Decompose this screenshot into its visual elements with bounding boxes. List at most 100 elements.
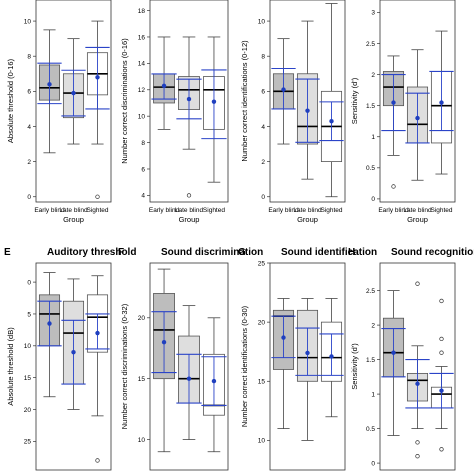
x-axis-label: Group <box>179 215 200 224</box>
mean-point <box>211 99 217 104</box>
panel-letter: F <box>118 247 124 258</box>
mean-point <box>415 115 420 121</box>
mean-point <box>161 83 167 89</box>
box-group <box>381 290 406 436</box>
box-group <box>176 36 202 198</box>
plot-frame <box>35 0 112 203</box>
box-group <box>37 29 62 154</box>
y-tick-label: 0 <box>371 196 375 203</box>
box-group <box>319 3 344 198</box>
outlier-point <box>95 194 100 199</box>
box-group <box>85 275 110 463</box>
x-tick-label: Early blind <box>378 207 409 214</box>
plot-frame <box>379 262 456 471</box>
y-tick-label: 4 <box>261 124 265 131</box>
y-tick-label: 10 <box>258 438 266 445</box>
y-tick-label: 0.5 <box>366 426 375 433</box>
mean-point <box>305 350 310 356</box>
panel-e: 0 5 10 15 20 25 Absolute threshold (dB) Auditor… <box>6 247 136 471</box>
box-group <box>151 268 177 453</box>
y-tick-label: 8 <box>27 54 31 61</box>
y-tick-label: 10 <box>24 18 32 25</box>
y-tick-label: 2 <box>261 159 265 166</box>
y-tick-label: 2 <box>371 322 375 329</box>
mean-point <box>329 354 334 359</box>
plot-frame <box>35 262 112 471</box>
y-tick-label: 15 <box>138 376 146 383</box>
panel-b: 4 6 8 10 12 14 16 18 Number correct discriminati… <box>120 0 229 224</box>
y-tick-label: 1.5 <box>366 357 375 364</box>
y-axis-label: Absolute threshold (0-16) <box>6 58 15 143</box>
y-tick-label: 2.5 <box>366 288 375 295</box>
panel-f: 10 15 20 Number correct discriminations (0-… <box>120 247 263 471</box>
y-tick-label: 10 <box>258 18 266 25</box>
x-tick-label: Early blind <box>268 207 299 214</box>
y-tick-label: 0 <box>261 194 265 201</box>
x-axis-label: Group <box>407 215 428 224</box>
y-axis-label: Sensitivity (d') <box>350 343 359 390</box>
panel-letter: G <box>238 247 246 258</box>
mean-point <box>329 119 334 124</box>
mean-point <box>415 381 420 386</box>
mean-point <box>71 90 76 96</box>
x-tick-label: Late blind <box>175 207 204 214</box>
plot-frame <box>269 262 346 471</box>
y-tick-label: 6 <box>27 89 31 96</box>
panel-c: 0 2 4 6 8 10 Number correct identifications (0… <box>240 0 346 224</box>
y-tick-label: 20 <box>258 319 266 326</box>
mean-point <box>281 335 286 340</box>
panel-a: 0 2 4 6 8 10 Absolute threshold (0-16) Early bl… <box>6 0 112 224</box>
outlier-point <box>439 298 444 304</box>
y-tick-label: 2 <box>371 72 375 79</box>
y-axis-label: Number correct discriminations (0-16) <box>120 38 129 164</box>
y-axis-label: Number correct identifications (0-30) <box>240 305 249 427</box>
panel-h: 0 0.5 1 1.5 2 2.5 Sensitivity (d') Sound recogn… <box>350 247 474 471</box>
x-axis-label: Group <box>63 215 84 224</box>
box-group <box>176 305 202 440</box>
y-tick-label: 0 <box>27 279 31 286</box>
x-tick-label: Late blind <box>59 207 88 214</box>
y-tick-label: 14 <box>138 61 146 68</box>
x-tick-label: Early blind <box>34 207 65 214</box>
y-tick-label: 6 <box>141 166 145 173</box>
y-tick-label: 0.5 <box>366 165 375 172</box>
plot-frame <box>149 0 229 203</box>
mean-point <box>305 108 310 113</box>
mean-point <box>439 388 444 393</box>
outlier-point <box>439 336 444 342</box>
y-axis-label: Absolute threshold (dB) <box>6 327 15 406</box>
x-tick-label: Early blind <box>149 207 180 214</box>
panel-d: 0 0.5 1 1.5 2 2.5 3 Sensitivity (d') Early blind… <box>350 0 456 224</box>
y-tick-label: 16 <box>138 34 146 41</box>
panel-title: Sound identification <box>281 247 377 258</box>
y-tick-label: 1.5 <box>366 103 375 110</box>
y-tick-label: 15 <box>258 379 266 386</box>
y-tick-label: 4 <box>27 124 31 131</box>
box-group <box>151 36 177 130</box>
box-group <box>201 36 227 183</box>
mean-point <box>95 330 100 336</box>
box-group <box>405 281 430 459</box>
y-tick-label: 2 <box>27 159 31 166</box>
outlier-point <box>439 350 444 355</box>
outlier-point <box>439 447 444 452</box>
outlier-point <box>415 454 420 459</box>
box-group <box>319 298 344 418</box>
mean-point <box>161 339 167 345</box>
plot-frame <box>269 0 346 203</box>
panel-title: Sound discrimination <box>161 247 263 258</box>
outlier-point <box>415 281 420 286</box>
mean-point <box>47 82 52 87</box>
mean-point <box>186 376 192 381</box>
y-axis-label: Number correct identifications (0-12) <box>240 40 249 162</box>
mean-point <box>47 321 52 326</box>
mean-point <box>211 378 217 384</box>
y-tick-label: 10 <box>24 343 32 350</box>
box-group <box>295 298 320 441</box>
y-tick-label: 20 <box>24 407 32 414</box>
mean-point <box>439 100 444 105</box>
box-group <box>381 55 406 189</box>
box-group <box>61 278 86 410</box>
